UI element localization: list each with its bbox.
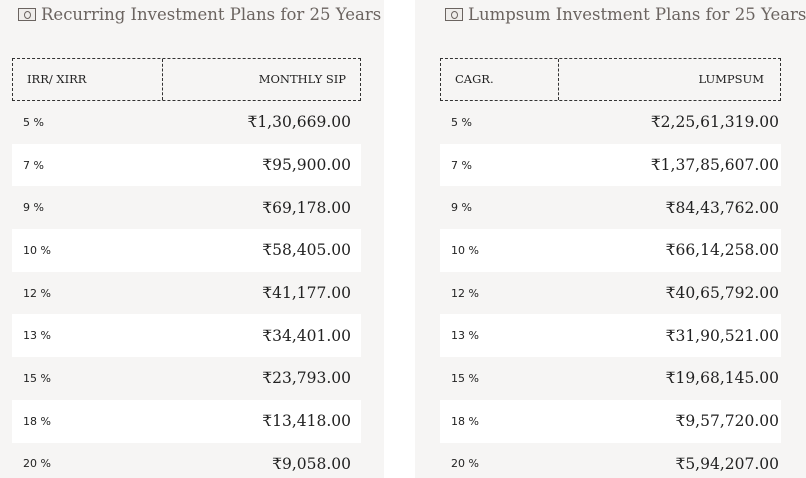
recurring-table: IRR/ XIRR MONTHLY SIP 5 % ₹1,30,669.00 7 %… <box>12 58 361 478</box>
rate-cell: 20 % <box>451 457 479 471</box>
amount-cell: ₹1,37,85,607.00 <box>650 156 779 175</box>
table-row: 15 % ₹19,68,145.00 <box>440 357 781 400</box>
money-icon <box>445 8 463 21</box>
table-row: 15 % ₹23,793.00 <box>12 357 361 400</box>
rate-cell: 10 % <box>23 243 51 257</box>
amount-cell: ₹95,900.00 <box>262 156 351 175</box>
amount-cell: ₹19,68,145.00 <box>665 369 779 388</box>
amount-cell: ₹84,43,762.00 <box>665 198 779 217</box>
table-row: 9 % ₹84,43,762.00 <box>440 186 781 230</box>
rate-cell: 20 % <box>23 457 51 471</box>
recurring-panel: Recurring Investment Plans for 25 Years … <box>0 0 384 478</box>
rate-cell: 12 % <box>23 286 51 300</box>
amount-cell: ₹9,058.00 <box>272 454 351 473</box>
amount-cell: ₹9,57,720.00 <box>675 412 779 431</box>
lumpsum-table: CAGR. LUMPSUM 5 % ₹2,25,61,319.00 7 % ₹1,37… <box>440 58 781 478</box>
rate-cell: 12 % <box>451 286 479 300</box>
rate-cell: 15 % <box>451 371 479 385</box>
recurring-title: Recurring Investment Plans for 25 Years <box>18 4 381 26</box>
rate-cell: 9 % <box>23 201 44 215</box>
amount-cell: ₹2,25,61,319.00 <box>650 113 779 132</box>
amount-cell: ₹41,177.00 <box>262 284 351 303</box>
header-lumpsum: LUMPSUM <box>698 72 764 86</box>
amount-cell: ₹69,178.00 <box>262 198 351 217</box>
table-row: 13 % ₹31,90,521.00 <box>440 314 781 358</box>
table-row: 18 % ₹9,57,720.00 <box>440 399 781 443</box>
lumpsum-title-text: Lumpsum Investment Plans for 25 Years <box>468 5 806 24</box>
rate-cell: 13 % <box>451 329 479 343</box>
table-row: 5 % ₹1,30,669.00 <box>12 101 361 144</box>
table-row: 7 % ₹1,37,85,607.00 <box>440 143 781 187</box>
lumpsum-table-header: CAGR. LUMPSUM <box>440 58 781 101</box>
rate-cell: 5 % <box>23 115 44 129</box>
table-row: 12 % ₹41,177.00 <box>12 271 361 315</box>
amount-cell: ₹31,90,521.00 <box>665 326 779 345</box>
rate-cell: 18 % <box>23 414 51 428</box>
amount-cell: ₹13,418.00 <box>262 412 351 431</box>
table-row: 18 % ₹13,418.00 <box>12 399 361 443</box>
recurring-table-body: 5 % ₹1,30,669.00 7 % ₹95,900.00 9 % ₹69,178.0… <box>12 101 361 478</box>
rate-cell: 10 % <box>451 243 479 257</box>
table-row: 20 % ₹9,058.00 <box>12 442 361 478</box>
amount-cell: ₹66,14,258.00 <box>665 241 779 260</box>
rate-cell: 7 % <box>451 158 472 172</box>
table-row: 10 % ₹66,14,258.00 <box>440 229 781 272</box>
amount-cell: ₹1,30,669.00 <box>247 113 351 132</box>
header-monthly-sip: MONTHLY SIP <box>258 72 346 86</box>
lumpsum-title: Lumpsum Investment Plans for 25 Years <box>445 4 806 26</box>
table-row: 12 % ₹40,65,792.00 <box>440 271 781 315</box>
header-irr-xirr: IRR/ XIRR <box>13 59 163 100</box>
table-row: 13 % ₹34,401.00 <box>12 314 361 358</box>
money-icon <box>18 8 36 21</box>
rate-cell: 7 % <box>23 158 44 172</box>
rate-cell: 9 % <box>451 201 472 215</box>
amount-cell: ₹40,65,792.00 <box>665 284 779 303</box>
amount-cell: ₹23,793.00 <box>262 369 351 388</box>
amount-cell: ₹34,401.00 <box>262 326 351 345</box>
table-row: 7 % ₹95,900.00 <box>12 143 361 187</box>
table-row: 9 % ₹69,178.00 <box>12 186 361 230</box>
table-row: 5 % ₹2,25,61,319.00 <box>440 101 781 144</box>
amount-cell: ₹5,94,207.00 <box>675 454 779 473</box>
table-row: 10 % ₹58,405.00 <box>12 229 361 272</box>
lumpsum-panel: Lumpsum Investment Plans for 25 Years CA… <box>415 0 806 478</box>
recurring-table-header: IRR/ XIRR MONTHLY SIP <box>12 58 361 101</box>
amount-cell: ₹58,405.00 <box>262 241 351 260</box>
recurring-title-text: Recurring Investment Plans for 25 Years <box>41 5 382 24</box>
header-cagr: CAGR. <box>441 59 559 100</box>
rate-cell: 13 % <box>23 329 51 343</box>
rate-cell: 18 % <box>451 414 479 428</box>
table-row: 20 % ₹5,94,207.00 <box>440 442 781 478</box>
lumpsum-table-body: 5 % ₹2,25,61,319.00 7 % ₹1,37,85,607.00 9 % ₹… <box>440 101 781 478</box>
rate-cell: 15 % <box>23 371 51 385</box>
rate-cell: 5 % <box>451 115 472 129</box>
